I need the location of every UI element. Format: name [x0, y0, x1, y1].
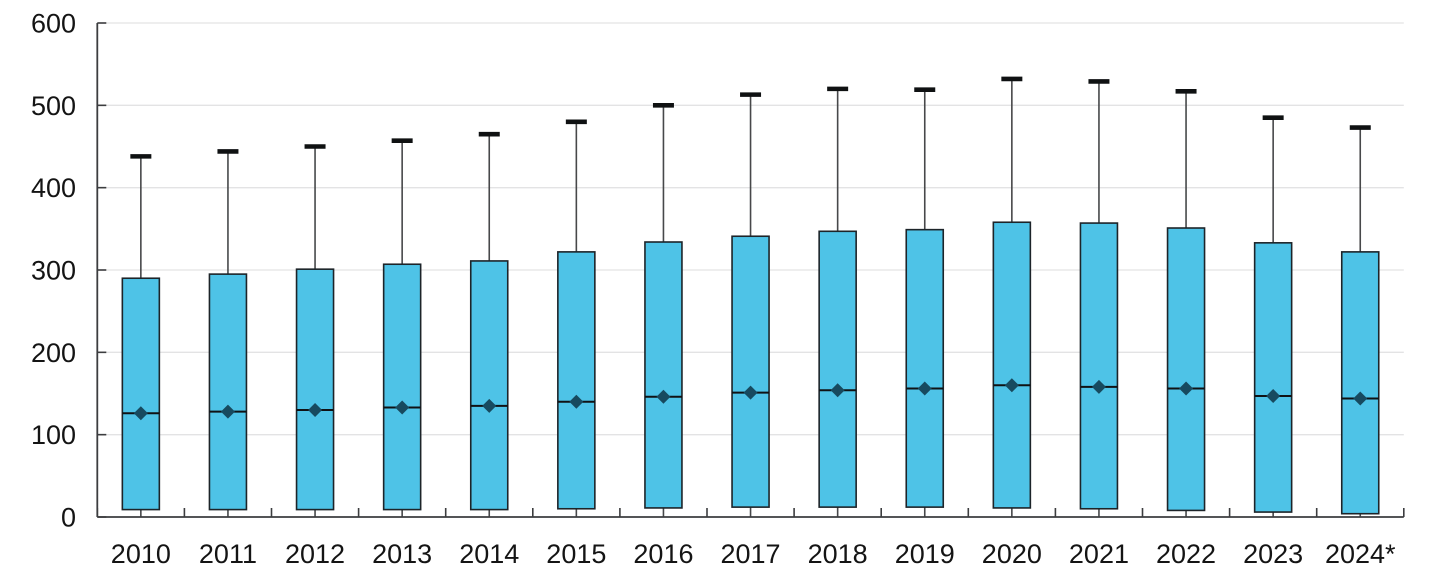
- median-diamond-2015: [569, 394, 584, 409]
- median-diamond-2023: [1266, 388, 1281, 403]
- y-axis-label-100: 100: [31, 420, 76, 450]
- median-diamond-2011: [220, 404, 235, 419]
- x-axis-label-2011: 2011: [199, 539, 257, 569]
- median-diamond-2012: [308, 402, 323, 417]
- median-diamond-2013: [395, 400, 410, 415]
- y-axis-label-500: 500: [31, 91, 76, 121]
- x-axis-label-2021: 2021: [1069, 539, 1129, 569]
- box-2019: [905, 228, 945, 508]
- x-axis-label-2013: 2013: [372, 539, 432, 569]
- y-axis-label-300: 300: [31, 256, 76, 286]
- y-axis-label-200: 200: [31, 338, 76, 368]
- box-2013: [382, 263, 422, 511]
- x-axis-label-2017: 2017: [721, 539, 781, 569]
- box-2011: [208, 273, 248, 511]
- box-2021: [1079, 222, 1119, 510]
- median-diamond-2014: [482, 398, 497, 413]
- median-diamond-2010: [133, 406, 148, 421]
- median-diamond-2018: [830, 383, 845, 398]
- box-2016: [644, 241, 683, 509]
- box-2015: [557, 251, 596, 510]
- x-axis-label-2024*: 2024*: [1325, 539, 1396, 569]
- box-2022: [1166, 227, 1206, 512]
- box-2024*: [1340, 251, 1380, 515]
- x-axis-label-2015: 2015: [546, 539, 606, 569]
- median-diamond-2021: [1091, 379, 1106, 394]
- box-2018: [818, 230, 857, 508]
- y-axis-label-0: 0: [61, 503, 76, 533]
- box-2017: [731, 235, 770, 508]
- x-axis-label-2022: 2022: [1156, 539, 1216, 569]
- median-diamond-2024*: [1353, 391, 1368, 406]
- box-2020: [992, 221, 1032, 509]
- median-diamond-2016: [656, 389, 671, 404]
- x-axis-label-2023: 2023: [1243, 539, 1303, 569]
- x-axis-label-2018: 2018: [808, 539, 868, 569]
- x-axis-label-2010: 2010: [111, 539, 171, 569]
- median-diamond-2020: [1004, 378, 1019, 393]
- box-2012: [295, 268, 335, 511]
- x-axis-label-2012: 2012: [285, 539, 345, 569]
- x-axis-label-2016: 2016: [633, 539, 693, 569]
- median-diamond-2019: [917, 381, 932, 396]
- x-axis-label-2019: 2019: [895, 539, 955, 569]
- y-axis-label-600: 600: [31, 9, 76, 39]
- median-diamond-2022: [1179, 381, 1194, 396]
- box-2010: [121, 277, 161, 511]
- x-axis-label-2014: 2014: [459, 539, 519, 569]
- x-axis-label-2020: 2020: [982, 539, 1042, 569]
- box-2014: [469, 260, 509, 511]
- median-diamond-2017: [743, 385, 758, 400]
- y-axis-label-400: 400: [31, 173, 76, 203]
- box-2023: [1253, 242, 1293, 513]
